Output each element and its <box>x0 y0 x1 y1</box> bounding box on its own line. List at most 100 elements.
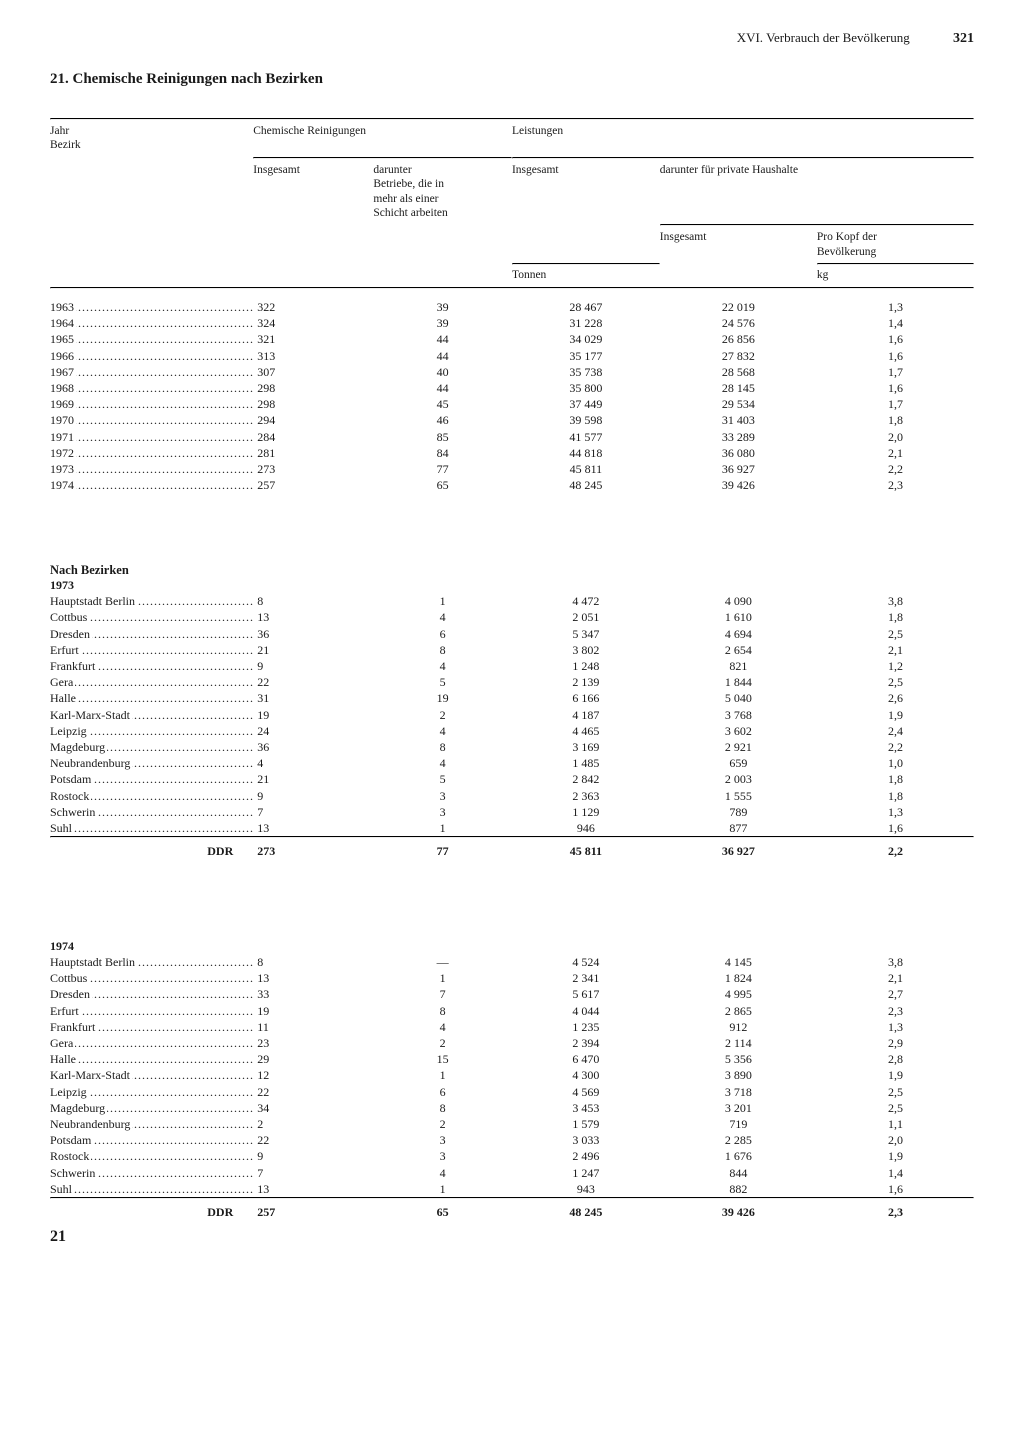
cell-a: 257 <box>253 477 373 493</box>
cell-a: 13 <box>253 1181 373 1197</box>
bezirk-row-1974: Halle 29156 4705 3562,8 <box>50 1051 974 1067</box>
cell-d: 28 145 <box>660 380 817 396</box>
page-number: 321 <box>953 31 974 47</box>
cell-a: 22 <box>253 1084 373 1100</box>
cell-e: 1,4 <box>817 315 974 331</box>
cell-e: 1,6 <box>817 820 974 836</box>
cell-a: 2 <box>253 1116 373 1132</box>
cell-a: 31 <box>253 690 373 706</box>
bezirk-row-1974: Schwerin 741 2478441,4 <box>50 1165 974 1181</box>
cell-b: 5 <box>373 771 512 787</box>
row-label: Hauptstadt Berlin <box>50 593 253 609</box>
cell-e: 1,1 <box>817 1116 974 1132</box>
cell-b: 4 <box>373 723 512 739</box>
cell-d: 659 <box>660 755 817 771</box>
cell-e: 3,8 <box>817 593 974 609</box>
cell-b: 77 <box>373 461 512 477</box>
cell-c: 31 228 <box>512 315 660 331</box>
row-label: Dresden <box>50 626 253 642</box>
cell-e: 2,4 <box>817 723 974 739</box>
cell-e: 2,5 <box>817 674 974 690</box>
cell-c: 4 187 <box>512 707 660 723</box>
col-group-de: darunter für private Haushalte <box>660 159 974 225</box>
bezirk-row-1973: Potsdam 2152 8422 0031,8 <box>50 771 974 787</box>
year-1974-heading: 1974 <box>50 939 974 954</box>
cell-e: 1,0 <box>817 755 974 771</box>
bezirk-row-1973: Dresden 3665 3474 6942,5 <box>50 626 974 642</box>
cell-e: 1,8 <box>817 771 974 787</box>
cell-e: 1,6 <box>817 380 974 396</box>
row-label: Schwerin <box>50 804 253 820</box>
row-label: Cottbus <box>50 970 253 986</box>
cell-e: 1,3 <box>817 804 974 820</box>
cell-a: 21 <box>253 642 373 658</box>
cell-d: 4 145 <box>660 954 817 970</box>
cell-d: 5 356 <box>660 1051 817 1067</box>
unit-kg: kg <box>817 265 974 287</box>
row-label: 1974 <box>50 477 253 493</box>
cell-d: 912 <box>660 1019 817 1035</box>
cell-a: 22 <box>253 1132 373 1148</box>
cell-c: 6 470 <box>512 1051 660 1067</box>
row-label: Suhl <box>50 1181 253 1197</box>
cell-a: 19 <box>253 707 373 723</box>
cell-b: 3 <box>373 1148 512 1164</box>
cell-c: 5 347 <box>512 626 660 642</box>
cell-a: 13 <box>253 820 373 836</box>
cell-e: 2,3 <box>817 477 974 493</box>
unit-row: Tonnen kg <box>50 265 974 287</box>
cell-c: 4 569 <box>512 1084 660 1100</box>
year-row: 1970 2944639 59831 4031,8 <box>50 412 974 428</box>
cell-c: 946 <box>512 820 660 836</box>
row-label: Erfurt <box>50 642 253 658</box>
cell-d: 29 534 <box>660 396 817 412</box>
cell-c: 39 598 <box>512 412 660 428</box>
cell-e: 2,9 <box>817 1035 974 1051</box>
cell-d: 28 568 <box>660 364 817 380</box>
cell-e: 1,3 <box>817 1019 974 1035</box>
cell-a: 13 <box>253 970 373 986</box>
bezirk-row-1973: Hauptstadt Berlin 814 4724 0903,8 <box>50 593 974 609</box>
bezirk-row-1974: Cottbus 1312 3411 8242,1 <box>50 970 974 986</box>
row-label: 1967 <box>50 364 253 380</box>
cell-b: 1 <box>373 593 512 609</box>
cell-b: 8 <box>373 1100 512 1116</box>
cell-a: 273 <box>253 461 373 477</box>
bezirk-row-1973: Schwerin 731 1297891,3 <box>50 804 974 820</box>
cell-c: 2 394 <box>512 1035 660 1051</box>
main-table: Jahr Bezirk Chemische Reinigungen Leistu… <box>50 118 974 1220</box>
cell-b: 2 <box>373 707 512 723</box>
year-row: 1971 2848541 57733 2892,0 <box>50 429 974 445</box>
cell-b: 4 <box>373 1165 512 1181</box>
bezirk-row-1973: Rostock 932 3631 5551,8 <box>50 788 974 804</box>
cell-b: 6 <box>373 626 512 642</box>
bezirk-row-1973: Gera 2252 1391 8442,5 <box>50 674 974 690</box>
table-head-row-1: Jahr Bezirk Chemische Reinigungen Leistu… <box>50 120 974 157</box>
cell-d: 789 <box>660 804 817 820</box>
row-label: 1965 <box>50 331 253 347</box>
cell-d: 31 403 <box>660 412 817 428</box>
cell-b: 84 <box>373 445 512 461</box>
col-label-head: Jahr Bezirk <box>50 120 253 157</box>
row-label: Neubrandenburg <box>50 1116 253 1132</box>
bezirk-row-1974: Karl-Marx-Stadt 1214 3003 8901,9 <box>50 1067 974 1083</box>
cell-c: 943 <box>512 1181 660 1197</box>
unit-tonnes: Tonnen <box>512 265 660 287</box>
cell-a: 36 <box>253 626 373 642</box>
cell-b: 40 <box>373 364 512 380</box>
bezirk-row-1973: Leipzig 2444 4653 6022,4 <box>50 723 974 739</box>
cell-a: 322 <box>253 299 373 315</box>
table-title: 21. Chemische Reinigungen nach Bezirken <box>50 71 974 88</box>
row-label: Gera <box>50 674 253 690</box>
cell-e: 2,2 <box>817 739 974 755</box>
year-1973-heading: 1973 <box>50 578 974 593</box>
row-label: Suhl <box>50 820 253 836</box>
cell-a: 313 <box>253 348 373 364</box>
cell-e: 1,7 <box>817 364 974 380</box>
cell-d: 36 080 <box>660 445 817 461</box>
row-label: Hauptstadt Berlin <box>50 954 253 970</box>
cell-c: 2 139 <box>512 674 660 690</box>
cell-d: 844 <box>660 1165 817 1181</box>
cell-e: 2,7 <box>817 986 974 1002</box>
cell-e: 1,8 <box>817 609 974 625</box>
